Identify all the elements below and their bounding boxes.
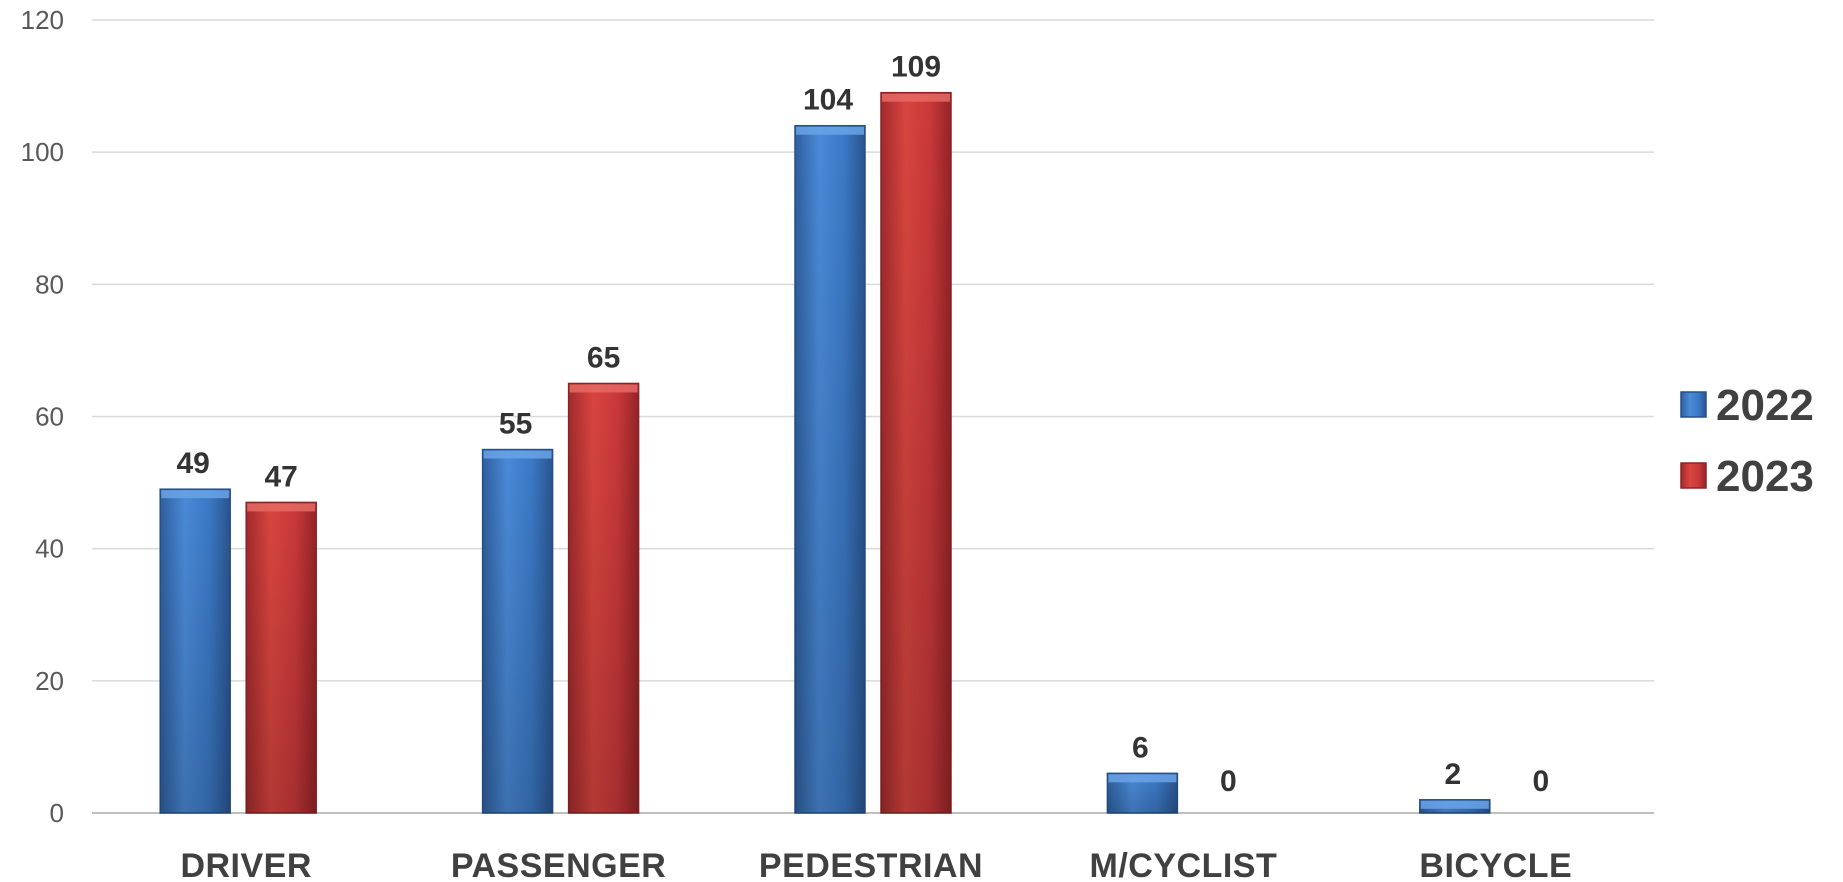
bar-shade bbox=[881, 92, 951, 814]
y-tick-label: 80 bbox=[35, 269, 64, 299]
bar-shade bbox=[795, 125, 865, 813]
category-label: DRIVER bbox=[180, 847, 311, 882]
legend-label: 2022 bbox=[1716, 381, 1814, 430]
y-tick-label: 0 bbox=[50, 798, 64, 828]
data-label: 65 bbox=[587, 341, 620, 374]
data-label: 49 bbox=[177, 447, 210, 480]
category-label: PASSENGER bbox=[451, 847, 666, 882]
legend: 2022 2023 bbox=[1680, 381, 1814, 501]
bar-shade bbox=[482, 449, 553, 813]
legend-swatch bbox=[1680, 462, 1707, 489]
bar-bevel bbox=[569, 384, 638, 393]
data-label: 47 bbox=[265, 460, 298, 493]
data-label: 0 bbox=[1220, 765, 1237, 798]
y-tick-label: 40 bbox=[35, 534, 64, 564]
y-tick-label: 120 bbox=[21, 5, 64, 35]
bar-shade bbox=[246, 502, 317, 813]
data-labels: 49 47 55 65 104 109 6 0 2 0 bbox=[177, 51, 1550, 798]
x-axis-categories: DRIVER PASSENGER PEDESTRIAN M/CYCLIST BICYCL… bbox=[180, 847, 1572, 882]
y-tick-label: 60 bbox=[35, 402, 64, 432]
data-label: 104 bbox=[803, 84, 853, 117]
bar-shade bbox=[160, 489, 231, 813]
bar-bevel bbox=[247, 503, 316, 512]
category-label: M/CYCLIST bbox=[1090, 847, 1278, 882]
data-label: 109 bbox=[891, 51, 941, 84]
category-label: BICYCLE bbox=[1419, 847, 1572, 882]
bar-bevel bbox=[161, 490, 230, 499]
bar-shade bbox=[568, 383, 639, 813]
data-label: 6 bbox=[1132, 731, 1149, 764]
bar-bevel bbox=[1108, 774, 1177, 783]
data-label: 55 bbox=[499, 408, 532, 441]
y-tick-label: 100 bbox=[21, 137, 64, 167]
category-label: PEDESTRIAN bbox=[759, 847, 983, 882]
legend-label: 2023 bbox=[1716, 452, 1814, 501]
legend-item-2023: 2023 bbox=[1680, 452, 1814, 501]
bar-bevel bbox=[483, 450, 552, 459]
data-label: 2 bbox=[1444, 758, 1461, 791]
data-label: 0 bbox=[1532, 765, 1549, 798]
legend-swatch bbox=[1680, 391, 1707, 418]
y-tick-label: 20 bbox=[35, 666, 64, 696]
bar-bevel bbox=[796, 126, 864, 135]
bar-bevel bbox=[882, 93, 950, 102]
gridlines bbox=[92, 19, 1654, 814]
legend-item-2022: 2022 bbox=[1680, 381, 1814, 430]
bars bbox=[159, 91, 1491, 814]
y-axis-ticks: 0 20 40 60 80 100 120 bbox=[21, 5, 64, 828]
bar-bevel bbox=[1420, 800, 1489, 809]
